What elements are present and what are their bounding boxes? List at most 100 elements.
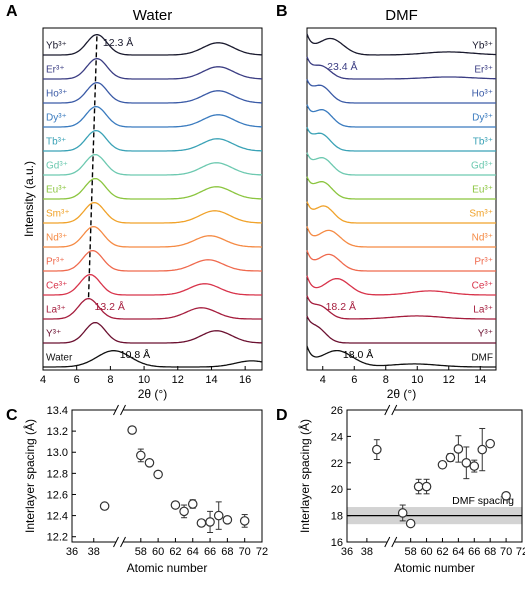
y-tick-label: 18 [331,511,343,523]
panel-b: B DMF Yb³⁺ Er³⁺ Ho³⁺ Dy³⁺ Tb³⁺ Gd³⁺ Eu³⁺ Sm³⁺ Nd³⁺… [276,3,497,401]
trace-label: DMF [471,352,493,363]
y-tick-label: 13.4 [47,405,68,417]
trace-label: Sm³⁺ [469,208,493,219]
trace-label: Er³⁺ [474,64,493,75]
y-tick-label: 24 [331,431,343,443]
chart-title: DMF [385,7,418,24]
spacing-annotation: 18.2 Å [326,300,356,313]
trace-line [306,104,496,128]
trace-label: Nd³⁺ [472,232,493,243]
spacing-annotation: 12.3 Å [103,36,133,49]
x-tick-label: 4 [40,374,46,386]
x-tick-label: 36 [66,546,78,558]
x-tick-label: 66 [204,546,216,558]
trace-line [306,201,496,224]
y-tick-label: 12.8 [47,468,68,480]
y-axis-label: Interlayer spacing (Å) [22,419,37,533]
y-tick-label: 12.4 [47,511,68,523]
trace-label: Ho³⁺ [46,88,67,99]
x-tick-label: 6 [351,374,357,386]
panel-label-a: A [6,3,18,20]
x-axis-label: 2θ (°) [387,387,416,401]
x-tick-label: 10 [411,374,423,386]
trace-label: Yb³⁺ [472,40,493,51]
data-point [405,518,416,529]
panel-d: D DMF spacing 16 18 20 22 24 26 36 38 58 60 62 64 66 68… [276,404,525,575]
trace-line [306,250,496,272]
trace-label: Yb³⁺ [46,40,67,51]
spacing-annotation: 13.2 Å [94,300,124,313]
axis-break-mark [384,536,391,548]
trace-line [43,225,262,248]
x-tick-label: 16 [239,374,251,386]
x-tick-label: 60 [152,546,164,558]
axis-break-mark [113,536,119,548]
trace-line [43,249,262,272]
x-tick-label: 68 [221,546,233,558]
x-tick-label: 4 [320,374,326,386]
x-tick-label: 14 [205,374,217,386]
trace-line [306,176,496,200]
axis-break-mark [391,404,398,416]
trace-line [306,226,496,248]
data-point [461,457,472,468]
x-tick-label: 64 [452,546,464,558]
axis-break-mark [120,536,126,548]
data-point [196,518,207,528]
panel-label-b: B [276,3,288,20]
trace-line [43,350,263,368]
data-point [144,457,155,468]
x-tick-label: 58 [135,546,147,558]
trace-line [43,273,262,296]
spacing-annotation: 23.4 Å [327,60,357,73]
trace-line [43,129,262,152]
trace-line [43,201,262,224]
trace-label: Eu³⁺ [46,184,67,195]
trace-label: Tb³⁺ [46,136,66,147]
x-tick-label: 38 [88,546,100,558]
trace-label: Water [46,352,73,363]
data-point [501,490,511,501]
y-tick-label: 12.2 [47,532,68,544]
axis-break-mark [120,404,126,416]
panel-label-d: D [276,407,288,424]
trace-line [306,33,497,56]
trace-label: Sm³⁺ [46,208,70,219]
x-axis-label: Atomic number [394,561,475,575]
x-axis-label: 2θ (°) [138,387,167,401]
trace-label: Y³⁺ [478,328,493,339]
data-point [437,459,448,470]
spacing-annotation: 10.8 Å [120,348,150,361]
trace-line [306,127,496,152]
trace-line [306,152,496,176]
data-point [485,438,495,449]
x-tick-label: 64 [187,546,199,558]
data-point [413,481,424,492]
x-tick-label: 8 [107,374,113,386]
chart-title: Water [133,7,172,24]
x-tick-label: 58 [405,546,417,558]
trace-label: Er³⁺ [46,64,65,75]
y-tick-label: 16 [331,537,343,549]
panel-a: A Water Yb³⁺ Er³⁺ Ho³⁺ Dy³⁺ Tb³⁺ Gd³⁺ Eu³⁺ Sm³⁺ Nd… [6,3,263,401]
x-tick-label: 36 [341,546,353,558]
axis-break-mark [384,404,391,416]
trace-line [306,56,496,80]
x-tick-label: 70 [500,546,512,558]
x-tick-label: 60 [420,546,432,558]
y-tick-label: 12.6 [47,489,68,501]
axis-break-gap [386,538,395,546]
x-tick-label: 72 [256,546,268,558]
data-point [127,425,137,435]
x-tick-label: 10 [138,374,150,386]
x-axis-label: Atomic number [127,561,208,575]
dmf-spacing-label: DMF spacing [452,495,514,507]
trace-label: Nd³⁺ [46,232,67,243]
axis-break-mark [391,536,398,548]
trace-label: Y³⁺ [46,328,61,339]
x-tick-label: 38 [361,546,373,558]
trace-label: Pr³⁺ [474,256,493,267]
trace-label: La³⁺ [473,304,493,315]
data-point [136,450,146,461]
data-point [477,444,488,455]
